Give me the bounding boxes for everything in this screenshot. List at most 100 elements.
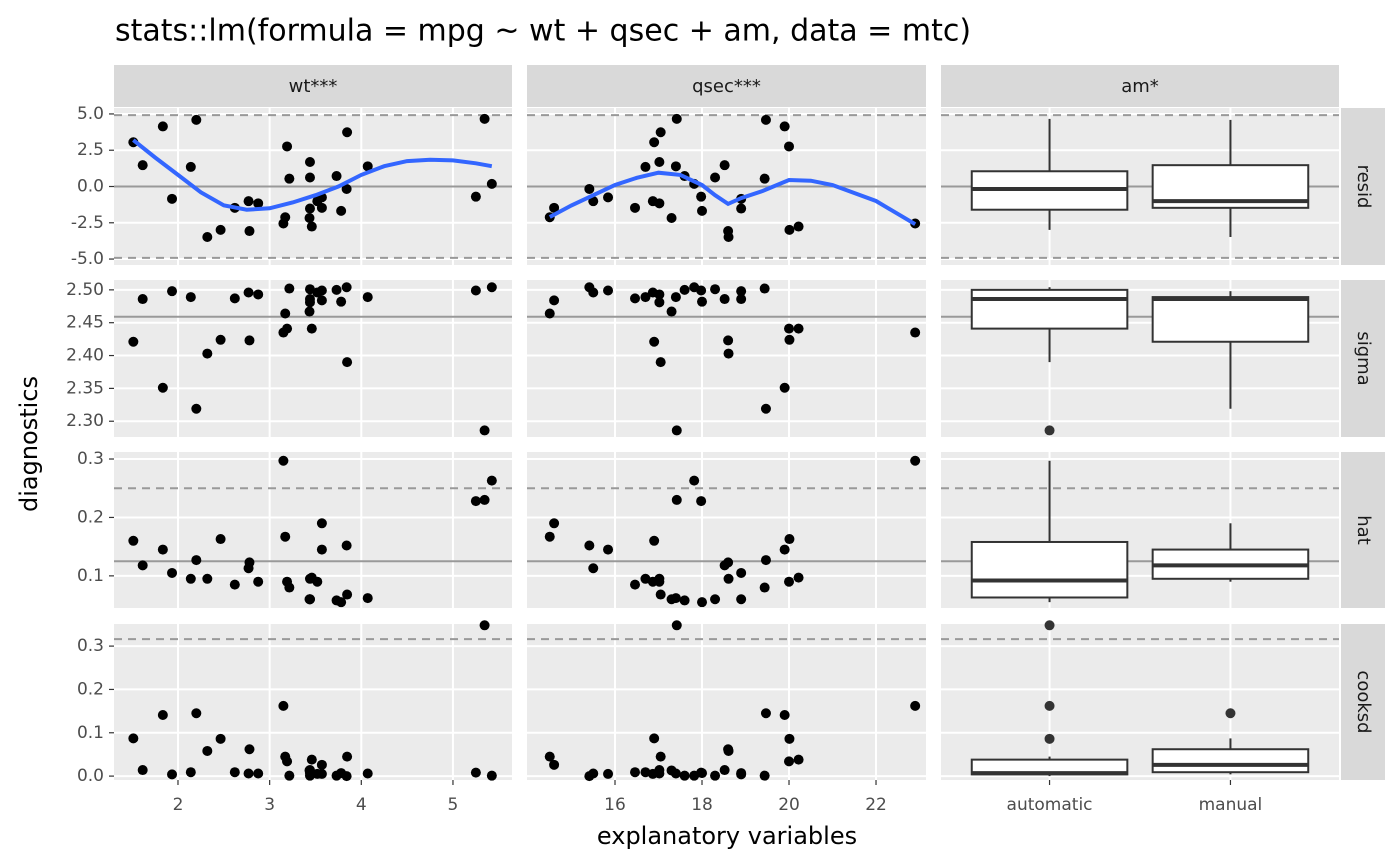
point <box>670 161 681 172</box>
point <box>479 113 490 124</box>
strip-label: sigma <box>1353 331 1374 385</box>
point <box>282 576 293 587</box>
point <box>640 573 651 584</box>
strip-label: hat <box>1353 515 1374 545</box>
point <box>689 282 700 293</box>
point <box>342 357 353 368</box>
outlier <box>1225 708 1236 719</box>
point <box>784 534 795 545</box>
point <box>760 114 771 125</box>
point <box>342 127 353 138</box>
point <box>666 594 677 605</box>
point <box>486 282 497 293</box>
point <box>191 114 202 125</box>
point <box>157 544 168 555</box>
point <box>784 756 795 767</box>
point <box>306 221 317 232</box>
point <box>679 595 690 606</box>
point <box>736 594 747 605</box>
point <box>362 593 373 604</box>
y-tick-label: 2.45 <box>66 313 104 333</box>
y-tick-label: 0.2 <box>77 679 104 699</box>
point <box>760 555 771 566</box>
point <box>191 555 202 566</box>
point <box>544 308 555 319</box>
strip-bg <box>1341 624 1385 780</box>
point <box>304 203 315 214</box>
point <box>588 768 599 779</box>
point <box>697 296 708 307</box>
point <box>215 733 226 744</box>
point <box>202 231 213 242</box>
point <box>759 173 770 184</box>
strip-bg <box>1341 452 1385 608</box>
point <box>679 284 690 295</box>
point <box>306 754 317 765</box>
y-tick-label: 2.35 <box>66 378 104 398</box>
point <box>185 767 196 778</box>
point <box>167 193 178 204</box>
point <box>736 286 747 297</box>
point <box>304 212 315 223</box>
point <box>679 770 690 781</box>
point <box>128 733 139 744</box>
point <box>666 212 677 223</box>
point <box>647 196 658 207</box>
point <box>341 771 352 782</box>
smooth-line <box>548 170 917 226</box>
x-tick-label: 3 <box>264 795 275 815</box>
point <box>793 221 804 232</box>
point <box>640 292 651 303</box>
point <box>244 744 255 755</box>
x-tick-label: 22 <box>865 795 887 815</box>
x-tick-label: 4 <box>356 795 367 815</box>
y-tick-label: -5.0 <box>71 249 104 269</box>
point <box>779 121 790 132</box>
point <box>649 336 660 347</box>
point <box>588 563 599 574</box>
point <box>640 161 651 172</box>
point <box>316 544 327 555</box>
point <box>304 156 315 167</box>
point <box>549 202 560 213</box>
box <box>1151 748 1310 774</box>
point <box>229 293 240 304</box>
point <box>342 751 353 762</box>
point <box>157 710 168 720</box>
outlier <box>1044 733 1055 744</box>
point <box>736 203 747 214</box>
point <box>278 700 289 711</box>
point <box>549 295 560 306</box>
point <box>215 334 226 345</box>
outlier <box>1044 425 1055 436</box>
panel <box>527 624 926 780</box>
point <box>723 226 734 237</box>
point <box>649 137 660 148</box>
point <box>191 403 202 414</box>
point <box>654 156 665 167</box>
point <box>784 576 795 587</box>
point <box>588 287 599 298</box>
y-axis-label: diagnostics <box>15 376 43 512</box>
point <box>689 475 700 486</box>
point <box>719 160 730 171</box>
point <box>710 594 721 605</box>
x-tick-label: 20 <box>778 795 800 815</box>
point <box>760 403 771 414</box>
point <box>649 733 660 744</box>
point <box>167 567 178 578</box>
point <box>215 534 226 545</box>
point <box>280 531 291 542</box>
point <box>544 531 555 542</box>
point <box>710 172 721 183</box>
point <box>312 576 323 587</box>
point <box>331 171 342 182</box>
point <box>784 733 795 744</box>
point <box>316 202 327 213</box>
x-tick-label: 5 <box>448 795 459 815</box>
point <box>341 183 352 194</box>
y-tick-label: 2.5 <box>77 140 104 160</box>
point <box>470 496 481 507</box>
point <box>603 768 614 779</box>
